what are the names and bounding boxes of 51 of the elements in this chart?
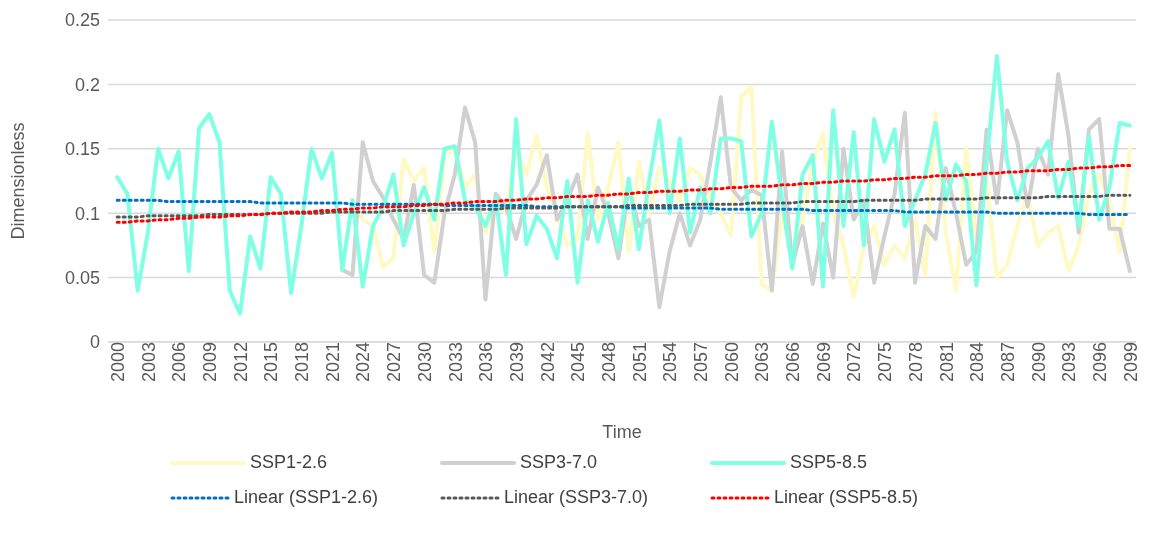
x-tick-label: 2054 <box>660 342 681 383</box>
x-tick-label: 2015 <box>261 342 282 383</box>
x-tick-label: 2033 <box>445 342 466 383</box>
x-tick-label: 2078 <box>905 342 926 383</box>
legend-label: SSP1-2.6 <box>250 452 328 473</box>
x-tick-label: 2000 <box>107 342 128 383</box>
x-tick-label: 2051 <box>629 342 650 383</box>
x-tick-label: 2018 <box>292 342 313 383</box>
y-tick-label: 0.15 <box>64 139 100 160</box>
x-tick-label: 2081 <box>936 342 957 383</box>
x-tick-label: 2084 <box>967 342 988 383</box>
x-tick-label: 2087 <box>997 342 1018 383</box>
legend-label: Linear (SSP3-7.0) <box>504 487 649 508</box>
x-tick-label: 2090 <box>1028 342 1049 383</box>
line-series <box>115 164 1132 224</box>
legend-label: Linear (SSP1-2.6) <box>234 487 379 508</box>
x-tick-label: 2012 <box>230 342 251 383</box>
x-tick-label: 2003 <box>138 342 159 383</box>
x-tick-label: 2075 <box>875 342 896 383</box>
y-axis-title: Dimensionless <box>8 122 29 240</box>
line-series <box>115 193 1132 219</box>
x-tick-label: 2021 <box>322 342 343 383</box>
x-tick-label: 2030 <box>414 342 435 383</box>
x-tick-label: 2057 <box>691 342 712 383</box>
y-tick-label: 0.1 <box>74 203 100 224</box>
x-tick-label: 2036 <box>476 342 497 383</box>
x-tick-label: 2027 <box>384 342 405 383</box>
x-tick-label: 2069 <box>813 342 834 383</box>
legend-label: SSP5-8.5 <box>790 452 868 473</box>
y-tick-label: 0.2 <box>74 74 100 95</box>
x-tick-label: 2063 <box>752 342 773 383</box>
x-tick-label: 2006 <box>169 342 190 383</box>
x-tick-label: 2096 <box>1089 342 1110 383</box>
legend-label: SSP3-7.0 <box>520 452 598 473</box>
x-tick-label: 2072 <box>844 342 865 383</box>
x-tick-label: 2093 <box>1059 342 1080 383</box>
legend-label: Linear (SSP5-8.5) <box>774 487 919 508</box>
x-tick-label: 2042 <box>537 342 558 383</box>
x-tick-label: 2045 <box>568 342 589 383</box>
x-tick-label: 2048 <box>598 342 619 383</box>
x-axis-title: Time <box>602 422 642 442</box>
y-tick-label: 0.05 <box>64 267 100 288</box>
x-tick-label: 2039 <box>506 342 527 383</box>
x-tick-label: 2099 <box>1120 342 1141 383</box>
x-tick-label: 2060 <box>721 342 742 383</box>
x-tick-label: 2066 <box>783 342 804 383</box>
line-series <box>115 54 1132 316</box>
x-tick-label: 2009 <box>200 342 221 383</box>
y-tick-label: 0.25 <box>64 10 100 31</box>
y-tick-label: 0 <box>89 332 100 353</box>
x-tick-label: 2024 <box>353 342 374 383</box>
